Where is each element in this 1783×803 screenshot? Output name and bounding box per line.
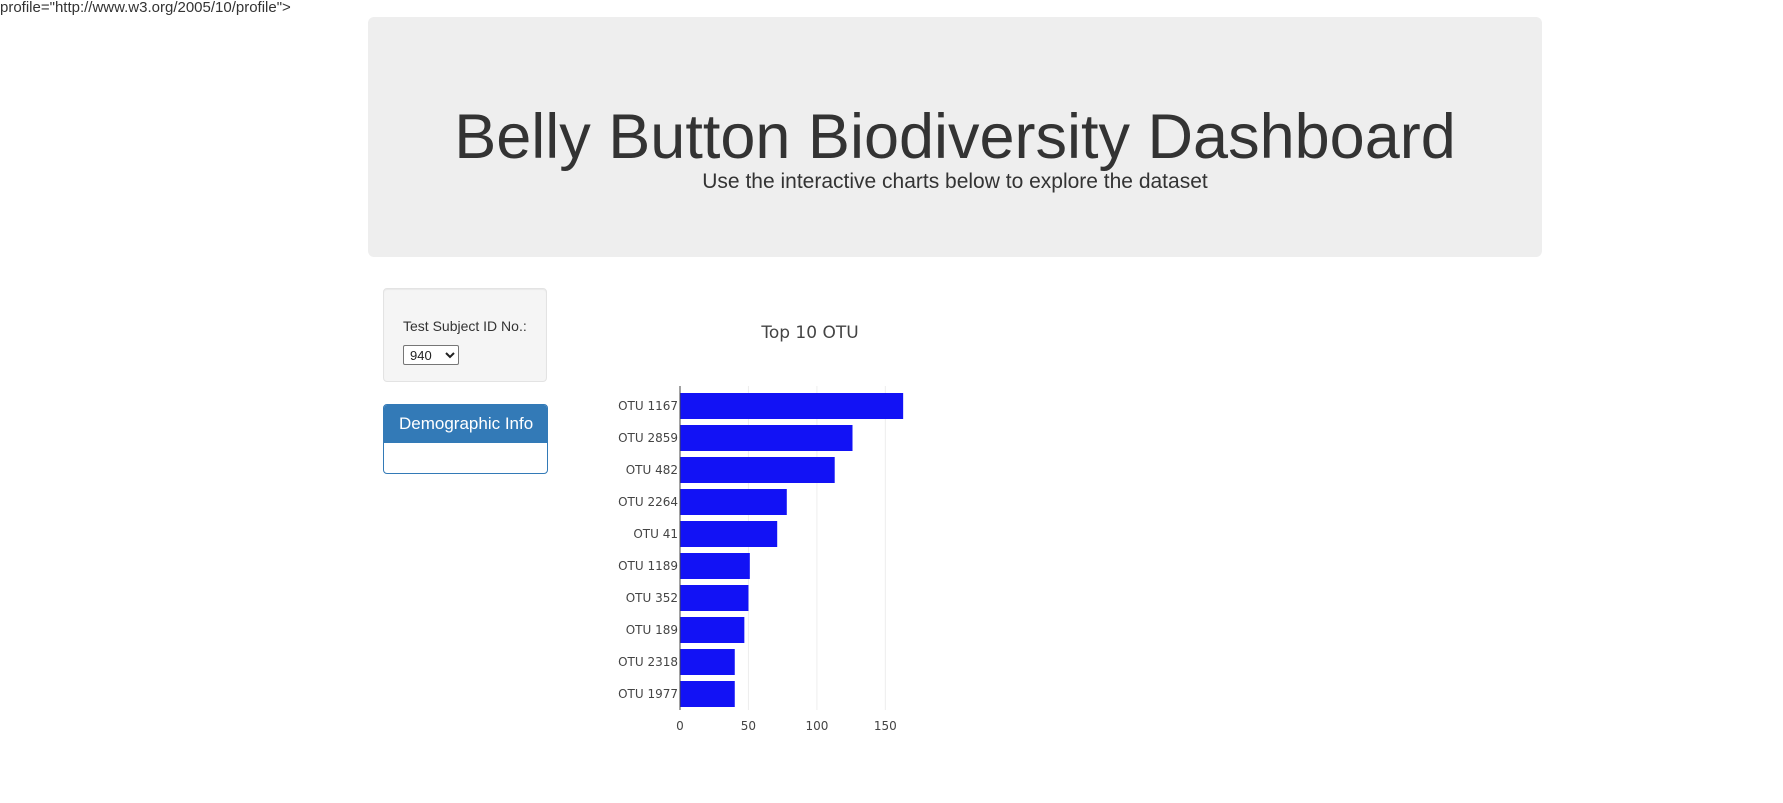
chart-title: Top 10 OTU (760, 323, 858, 343)
stray-profile-text: profile="http://www.w3.org/2005/10/profi… (0, 0, 291, 16)
y-tick-label: OTU 482 (626, 463, 678, 477)
bar (680, 457, 835, 483)
y-tick-label: OTU 352 (626, 591, 678, 605)
bar (680, 649, 735, 675)
x-tick-label: 50 (741, 719, 756, 733)
subject-id-dropdown[interactable]: 940 (403, 345, 459, 365)
page-title: Belly Button Biodiversity Dashboard (454, 102, 1456, 172)
y-tick-label: OTU 41 (633, 527, 678, 541)
bar (680, 553, 750, 579)
bar (680, 393, 904, 419)
bar (680, 425, 853, 451)
bar (680, 585, 749, 611)
chart-svg: Top 10 OTU 0 50 100 150 OTU 1167 OTU 2859 OTU 4… (618, 323, 904, 733)
x-tick-label: 100 (805, 719, 828, 733)
page-subtitle: Use the interactive charts below to expl… (702, 170, 1208, 193)
y-tick-label: OTU 2859 (618, 431, 678, 445)
demographic-info-panel: Demographic Info (383, 404, 548, 474)
y-tick-label: OTU 189 (626, 623, 678, 637)
y-tick-label: OTU 1189 (618, 559, 678, 573)
subject-id-label: Test Subject ID No.: (403, 318, 527, 334)
header-jumbotron: Belly Button Biodiversity Dashboard Use … (368, 17, 1542, 257)
bar (680, 489, 787, 515)
x-tick-label: 150 (874, 719, 897, 733)
y-tick-label: OTU 1977 (618, 687, 678, 701)
bar (680, 681, 735, 707)
bar (680, 617, 745, 643)
y-tick-label: OTU 1167 (618, 399, 678, 413)
subject-selector-well: Test Subject ID No.: 940 (383, 288, 547, 382)
y-tick-label: OTU 2318 (618, 655, 678, 669)
top-otu-bar-chart: Top 10 OTU 0 50 100 150 OTU 1167 OTU 2859 OTU 4… (580, 300, 980, 740)
x-tick-label: 0 (676, 719, 684, 733)
bar (680, 521, 778, 547)
y-tick-label: OTU 2264 (618, 495, 678, 509)
demographic-info-heading: Demographic Info (384, 405, 547, 443)
